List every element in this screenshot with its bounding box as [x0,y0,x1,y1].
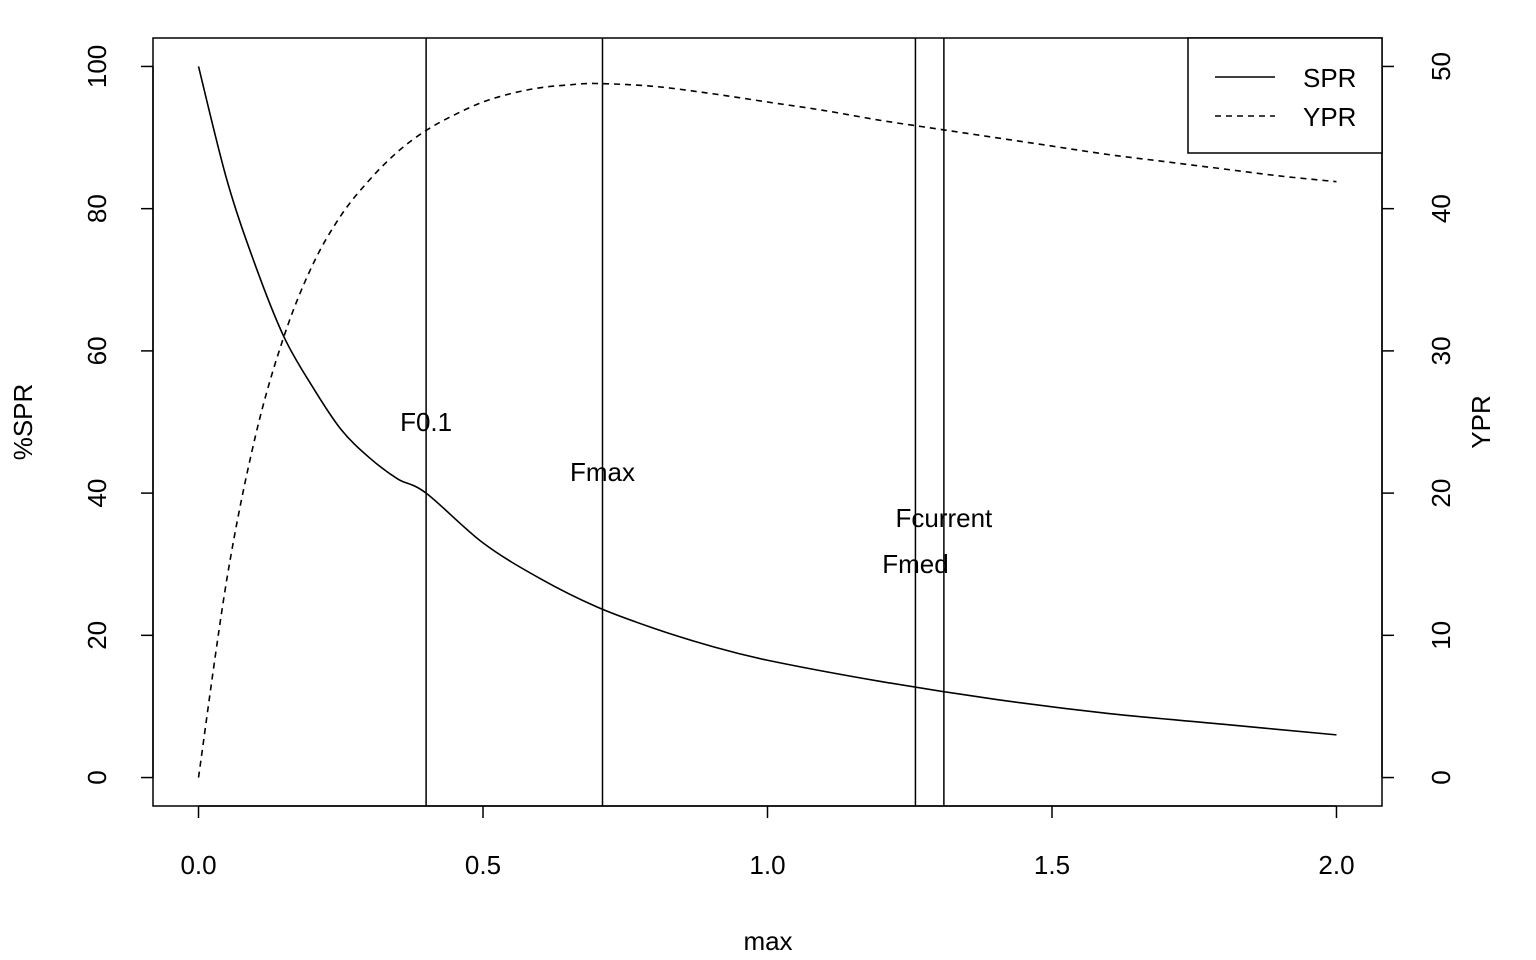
x-tick-label: 1.5 [1034,850,1070,880]
y-left-tick-label: 40 [82,479,112,508]
reference-label-fcurrent: Fcurrent [895,503,993,533]
reference-lines: F0.1 Fmax Fmed Fcurrent [400,38,993,806]
y-axis-left: 0 20 40 60 80 100 [82,45,154,785]
series-layer [197,66,1337,778]
y-axis-right: 0 10 20 30 40 50 [1381,52,1456,785]
x-axis-title: max [743,926,792,956]
x-axis: 0.0 0.5 1.0 1.5 2.0 [180,805,1355,880]
y-left-tick-label: 60 [82,336,112,365]
y-left-tick-label: 20 [82,621,112,650]
y-axis-right-title: YPR [1466,395,1496,448]
y-right-tick-label: 50 [1426,52,1456,81]
x-tick-label: 0.5 [465,850,501,880]
legend-label-ypr: YPR [1303,102,1356,132]
y-right-tick-label: 20 [1426,479,1456,508]
y-right-tick-label: 0 [1426,770,1456,784]
legend-box [1187,37,1383,154]
y-left-tick-label: 80 [82,194,112,223]
y-axis-left-title: %SPR [8,384,38,461]
x-tick-label: 1.0 [749,850,785,880]
y-left-tick-label: 100 [82,45,112,88]
y-right-tick-label: 30 [1426,336,1456,365]
reference-label-fmax: Fmax [570,457,635,487]
legend-label-spr: SPR [1303,63,1356,93]
series-line-spr [197,66,1337,736]
x-tick-label: 2.0 [1318,850,1354,880]
legend: SPR YPR [1187,37,1383,154]
reference-label-fmed: Fmed [882,549,948,579]
y-left-tick-label: 0 [82,770,112,784]
series-line-ypr [197,82,1337,778]
reference-label-f0-1: F0.1 [400,407,452,437]
x-tick-label: 0.0 [180,850,216,880]
y-right-tick-label: 40 [1426,194,1456,223]
y-right-tick-label: 10 [1426,621,1456,650]
